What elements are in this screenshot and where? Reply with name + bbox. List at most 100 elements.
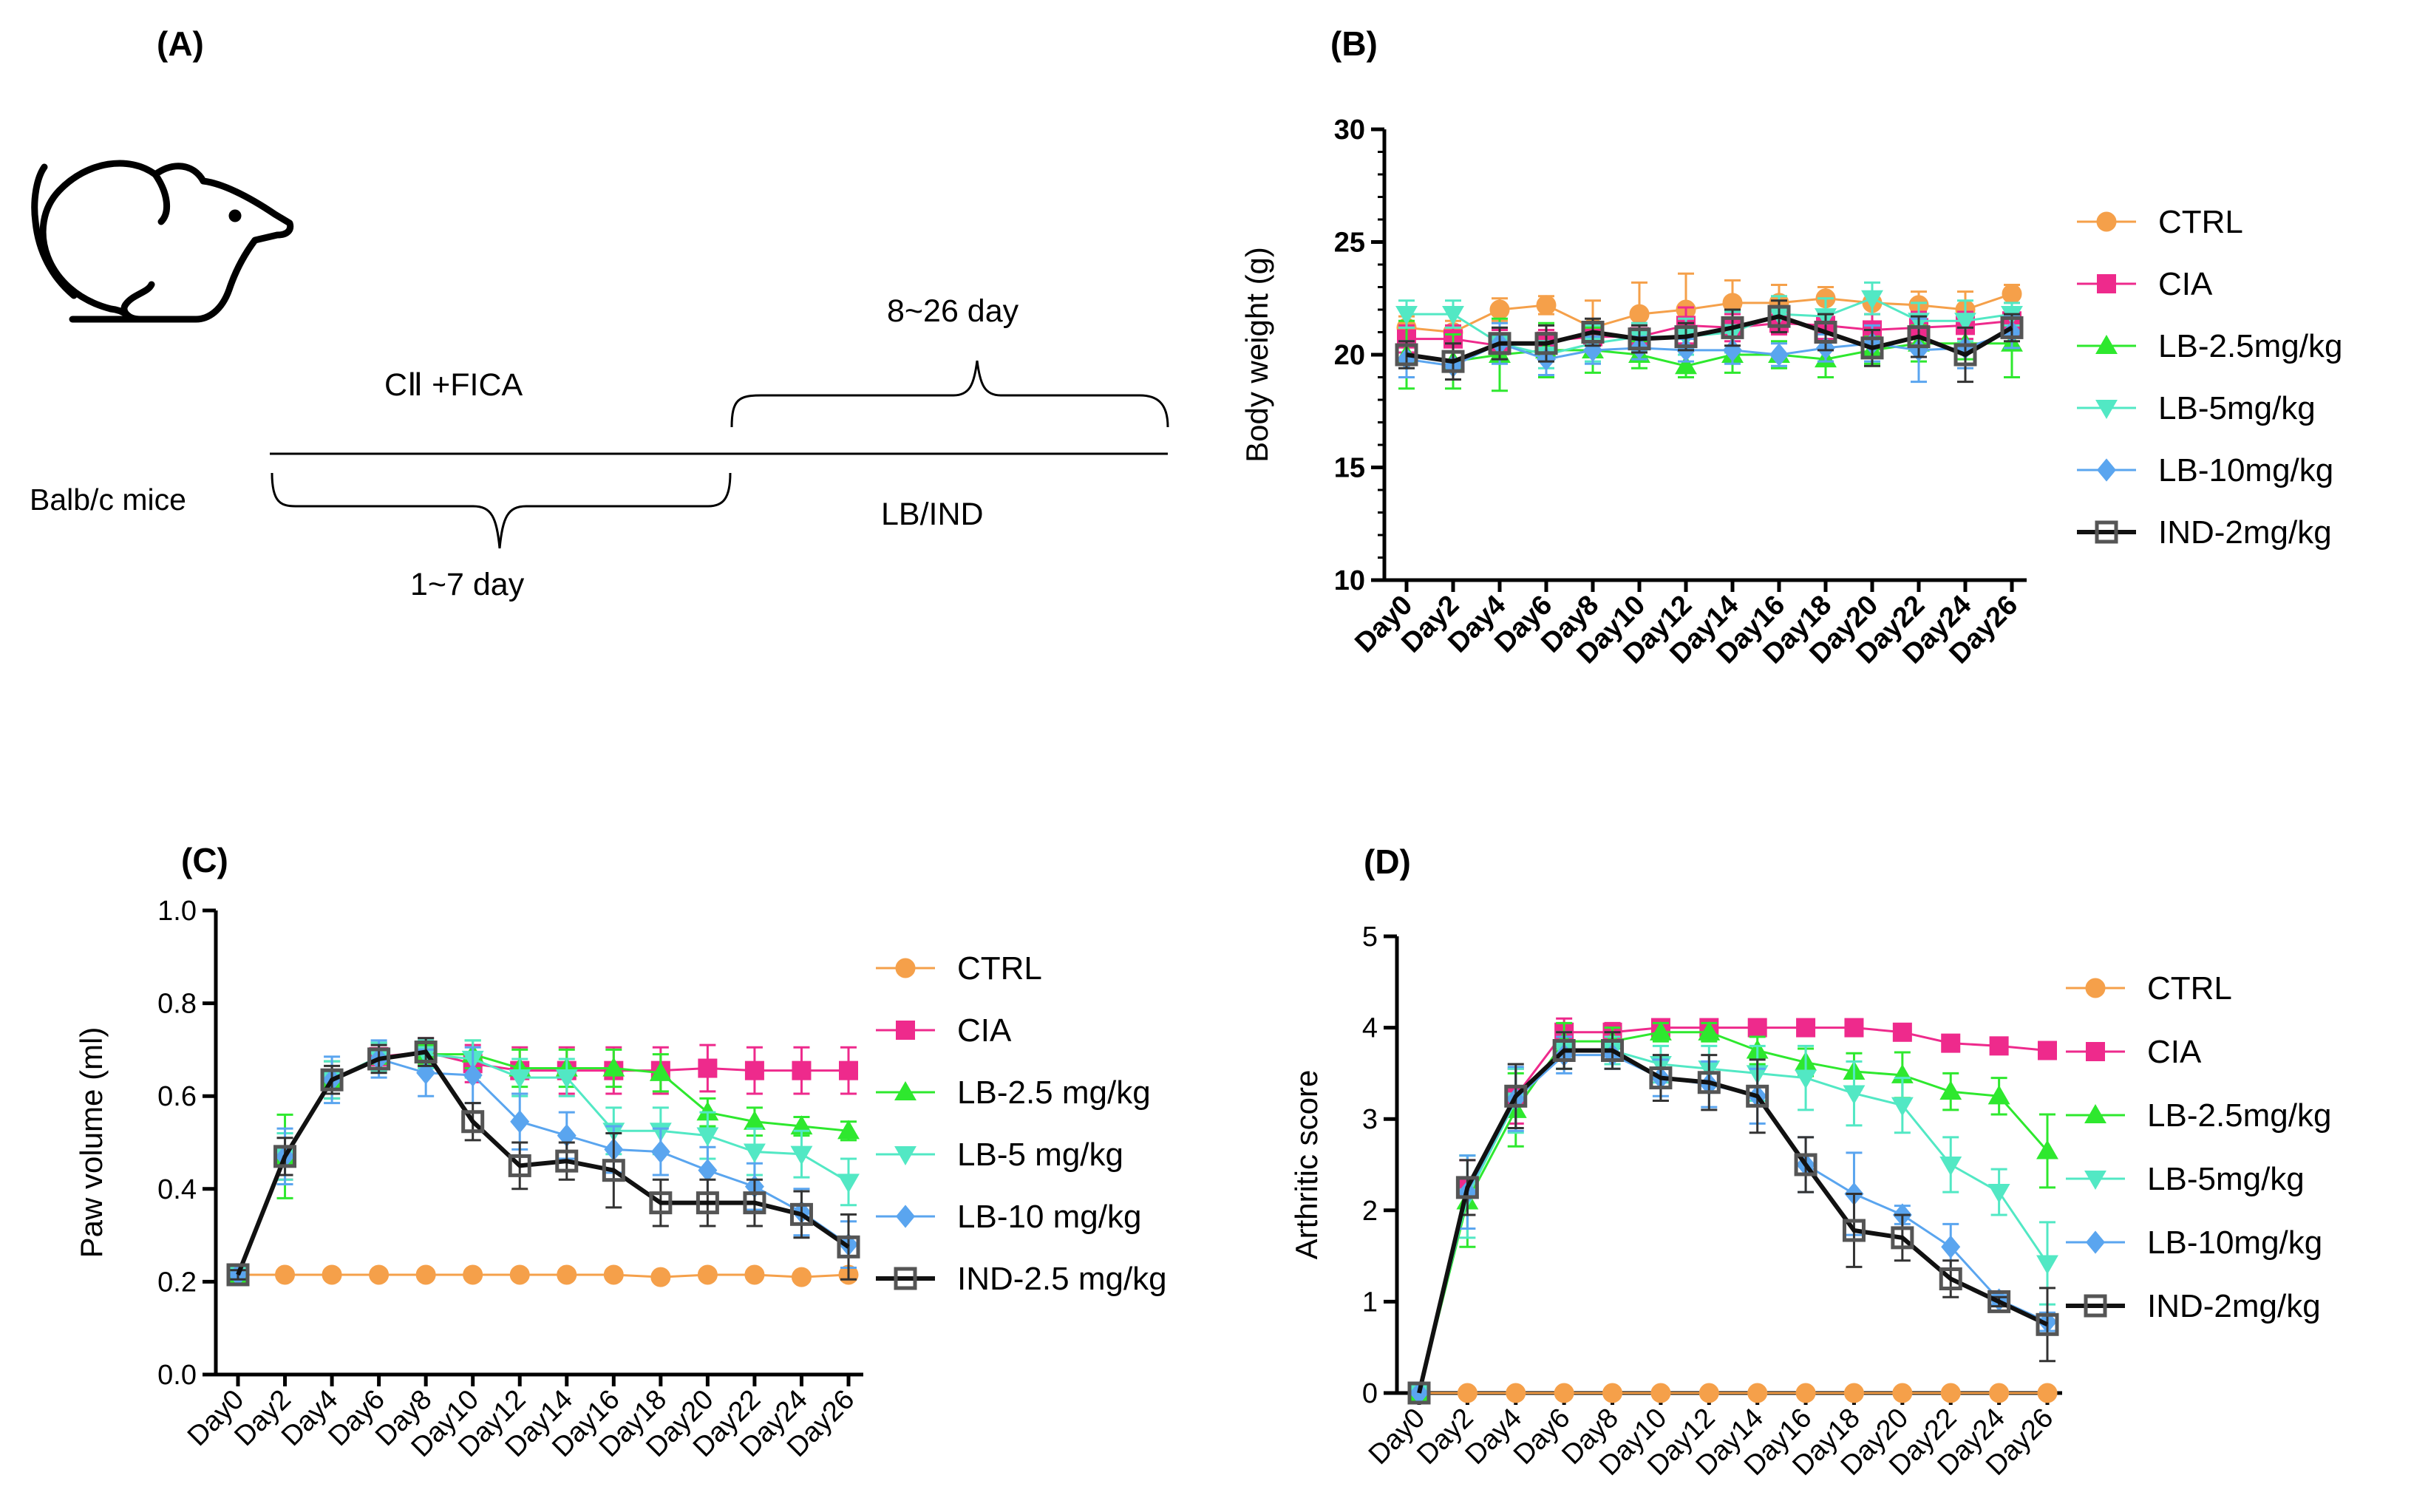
data-point <box>790 1115 813 1135</box>
data-point <box>461 1110 485 1134</box>
data-point <box>2036 1140 2058 1159</box>
treatment-label: LB/IND <box>881 497 984 532</box>
data-point <box>275 1264 296 1285</box>
data-point <box>743 1110 766 1130</box>
data-point <box>1649 1021 1672 1041</box>
data-point <box>1954 313 1976 333</box>
data-point <box>1442 306 1464 326</box>
chart-arthritic-score: (D)012345Day0Day2Day4Day6Day8Day10Day12D… <box>1289 842 2331 1482</box>
x-tick-label: Day6 <box>1508 1403 1576 1471</box>
data-point <box>696 1127 719 1147</box>
data-point <box>697 1264 718 1285</box>
data-point <box>602 1159 625 1182</box>
data-point <box>1747 1383 1768 1403</box>
data-point <box>1987 1085 2010 1105</box>
treatment-days: 8~26 day <box>887 293 1019 329</box>
legend-item: CIA <box>2077 266 2213 302</box>
legend-item: CIA <box>2066 1034 2202 1070</box>
data-point <box>1843 1383 1864 1403</box>
legend-item: CTRL <box>2066 970 2232 1007</box>
legend-label: LB-2.5mg/kg <box>2147 1097 2331 1134</box>
data-point <box>2002 284 2022 304</box>
legend-swatch-marker <box>2086 1230 2105 1254</box>
legend-label: LB-2.5 mg/kg <box>957 1075 1151 1111</box>
data-point <box>1721 316 1744 339</box>
y-tick-label: 0.6 <box>157 1081 197 1112</box>
data-point <box>1698 1383 1719 1403</box>
legend-swatch-marker <box>2095 399 2118 419</box>
data-point <box>743 1143 766 1163</box>
x-tick-label: Day0 <box>1363 1403 1431 1471</box>
data-point <box>1506 1383 1526 1403</box>
data-point <box>837 1120 860 1140</box>
data-point <box>839 1060 858 1080</box>
legend-item: CIA <box>876 1012 1012 1049</box>
data-point <box>1891 1097 1914 1117</box>
data-point <box>1892 1383 1913 1403</box>
data-point <box>1457 1383 1477 1403</box>
data-point <box>510 1110 530 1134</box>
panel-label: (D) <box>1364 842 1411 881</box>
data-point <box>555 1149 579 1173</box>
data-point <box>1628 327 1651 351</box>
y-tick-label: 30 <box>1334 115 1365 146</box>
y-axis-label: Body weight (g) <box>1239 247 1274 463</box>
data-point <box>1536 295 1557 316</box>
data-point <box>1892 1022 1912 1042</box>
data-point <box>1395 343 1418 367</box>
data-point <box>1767 304 1791 328</box>
data-point <box>320 1068 344 1092</box>
data-point <box>1989 1036 2009 1056</box>
data-point <box>1794 1153 1817 1176</box>
x-tick-label: Day2 <box>1411 1403 1479 1471</box>
induction-label: CⅡ +FICA <box>384 367 523 403</box>
data-point <box>557 1264 577 1285</box>
data-point <box>1675 355 1697 375</box>
data-point <box>2036 1255 2058 1275</box>
legend-swatch-marker <box>2097 274 2116 293</box>
y-tick-label: 15 <box>1334 453 1365 484</box>
data-point <box>1843 1085 1866 1105</box>
legend-item: LB-5 mg/kg <box>876 1137 1123 1173</box>
data-point <box>1601 1039 1625 1062</box>
data-point <box>2036 1312 2059 1336</box>
y-axis-label: Arthritic score <box>1289 1070 1324 1260</box>
induction-brace <box>271 472 732 549</box>
data-point <box>1814 321 1837 344</box>
legend-item: LB-5mg/kg <box>2066 1161 2305 1197</box>
data-point <box>650 1140 670 1164</box>
data-point <box>226 1263 250 1287</box>
data-point <box>790 1145 813 1165</box>
data-point <box>792 1060 812 1080</box>
data-point <box>1953 343 1977 367</box>
x-tick-label: Day4 <box>1460 1403 1528 1471</box>
data-point <box>1552 1039 1576 1062</box>
data-point <box>696 1101 719 1121</box>
data-point <box>1769 343 1789 367</box>
series-line <box>1418 1026 2048 1394</box>
data-point <box>791 1267 812 1287</box>
legend-swatch-marker <box>2086 1042 2105 1061</box>
legend-label: LB-10mg/kg <box>2147 1225 2322 1261</box>
legend-swatch-marker <box>895 958 916 978</box>
data-point <box>557 1123 577 1148</box>
legend-swatch-marker <box>2096 211 2117 232</box>
data-point <box>1534 332 1558 355</box>
data-point <box>2037 1383 2058 1403</box>
data-point <box>1554 1383 1574 1403</box>
data-point <box>1842 1219 1866 1242</box>
data-point <box>1629 304 1650 324</box>
data-point <box>1989 1383 2010 1403</box>
legend-item: LB-2.5 mg/kg <box>876 1075 1151 1111</box>
data-point <box>463 1063 483 1087</box>
data-point <box>837 1174 860 1193</box>
data-point <box>508 1154 531 1177</box>
legend-swatch-marker <box>2084 1170 2106 1190</box>
legend-item: LB-10mg/kg <box>2077 452 2333 488</box>
data-point <box>1860 336 1884 360</box>
mouse-label: Balb/c mice <box>30 483 186 517</box>
data-point <box>509 1069 531 1089</box>
data-point <box>789 1202 813 1226</box>
data-point <box>1583 338 1602 362</box>
data-point <box>696 1191 719 1215</box>
